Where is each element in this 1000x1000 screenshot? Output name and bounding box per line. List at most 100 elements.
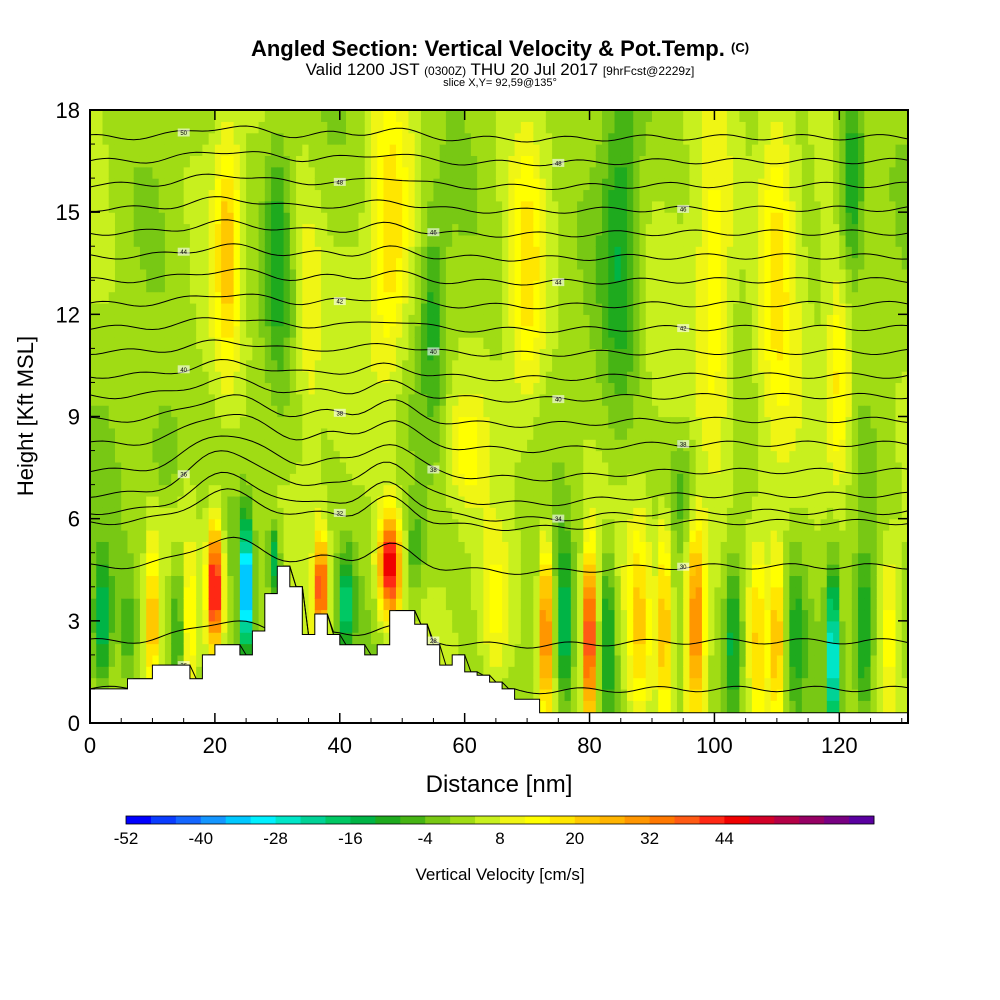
velocity-cell bbox=[171, 382, 179, 395]
velocity-cell bbox=[645, 234, 653, 247]
velocity-cell bbox=[146, 110, 154, 122]
velocity-cell bbox=[108, 359, 116, 372]
velocity-cell bbox=[139, 189, 147, 202]
velocity-cell bbox=[545, 257, 553, 270]
velocity-cell bbox=[146, 166, 154, 179]
velocity-cell bbox=[252, 178, 260, 191]
velocity-cell bbox=[321, 121, 328, 134]
velocity-cell bbox=[477, 530, 484, 542]
velocity-cell bbox=[146, 121, 154, 134]
velocity-cell bbox=[377, 575, 385, 588]
velocity-cell bbox=[602, 473, 609, 486]
velocity-cell bbox=[214, 234, 222, 247]
velocity-cell bbox=[333, 200, 341, 213]
velocity-cell bbox=[189, 609, 197, 622]
velocity-cell bbox=[508, 473, 516, 486]
velocity-cell bbox=[314, 575, 322, 588]
velocity-cell bbox=[102, 405, 110, 418]
velocity-cell bbox=[514, 155, 522, 168]
velocity-cell bbox=[427, 382, 435, 395]
velocity-cell bbox=[614, 427, 622, 440]
velocity-cell bbox=[558, 586, 566, 599]
velocity-cell bbox=[483, 575, 491, 588]
velocity-cell bbox=[408, 166, 416, 179]
velocity-cell bbox=[327, 280, 335, 293]
velocity-cell bbox=[439, 450, 447, 463]
velocity-cell bbox=[158, 541, 166, 554]
velocity-cell bbox=[202, 541, 210, 554]
velocity-cell bbox=[583, 371, 591, 384]
velocity-cell bbox=[420, 178, 428, 191]
velocity-cell bbox=[339, 484, 347, 497]
velocity-cell bbox=[614, 178, 622, 191]
velocity-cell bbox=[202, 291, 210, 304]
velocity-cell bbox=[108, 666, 116, 679]
velocity-cell bbox=[502, 427, 509, 440]
velocity-cell bbox=[395, 484, 403, 497]
velocity-cell bbox=[90, 586, 97, 599]
velocity-cell bbox=[196, 530, 203, 542]
velocity-cell bbox=[158, 632, 166, 645]
velocity-cell bbox=[452, 166, 460, 179]
velocity-cell bbox=[389, 110, 397, 122]
velocity-cell bbox=[577, 688, 584, 701]
velocity-cell bbox=[514, 121, 522, 134]
velocity-cell bbox=[577, 314, 584, 327]
velocity-cell bbox=[577, 507, 584, 520]
velocity-cell bbox=[289, 257, 297, 270]
velocity-cell bbox=[271, 416, 278, 429]
velocity-cell bbox=[158, 643, 166, 656]
velocity-cell bbox=[458, 473, 466, 486]
velocity-cell bbox=[589, 302, 597, 315]
velocity-cell bbox=[502, 643, 509, 656]
velocity-cell bbox=[614, 132, 622, 145]
velocity-cell bbox=[239, 268, 247, 281]
velocity-cell bbox=[246, 223, 253, 236]
velocity-cell bbox=[527, 144, 534, 157]
velocity-cell bbox=[477, 518, 484, 531]
velocity-cell bbox=[127, 121, 135, 134]
velocity-cell bbox=[664, 484, 672, 497]
velocity-cell bbox=[133, 325, 141, 338]
velocity-cell bbox=[171, 632, 179, 645]
velocity-cell bbox=[452, 325, 460, 338]
velocity-cell bbox=[470, 110, 478, 122]
velocity-cell bbox=[171, 461, 179, 474]
velocity-cell bbox=[658, 132, 666, 145]
velocity-cell bbox=[96, 473, 104, 486]
velocity-cell bbox=[389, 178, 397, 191]
velocity-cell bbox=[208, 564, 216, 577]
velocity-cell bbox=[470, 178, 478, 191]
velocity-cell bbox=[483, 337, 491, 349]
velocity-cell bbox=[358, 552, 366, 565]
velocity-cell bbox=[639, 314, 647, 327]
velocity-cell bbox=[302, 371, 310, 384]
velocity-cell bbox=[227, 257, 235, 270]
velocity-cell bbox=[520, 166, 528, 179]
velocity-cell bbox=[221, 495, 228, 508]
velocity-cell bbox=[283, 530, 291, 542]
velocity-cell bbox=[595, 598, 603, 611]
velocity-cell bbox=[364, 268, 372, 281]
velocity-cell bbox=[189, 461, 197, 474]
velocity-cell bbox=[370, 586, 378, 599]
velocity-cell bbox=[627, 666, 634, 679]
velocity-cell bbox=[383, 371, 391, 384]
velocity-cell bbox=[370, 643, 378, 656]
velocity-cell bbox=[583, 530, 591, 542]
velocity-cell bbox=[271, 348, 278, 361]
velocity-cell bbox=[458, 484, 466, 497]
velocity-cell bbox=[583, 643, 591, 656]
velocity-cell bbox=[321, 189, 328, 202]
velocity-cell bbox=[527, 541, 534, 554]
velocity-cell bbox=[470, 575, 478, 588]
velocity-cell bbox=[545, 302, 553, 315]
velocity-cell bbox=[514, 609, 522, 622]
velocity-cell bbox=[389, 552, 397, 565]
velocity-cell bbox=[277, 166, 285, 179]
velocity-cell bbox=[171, 393, 179, 406]
velocity-cell bbox=[171, 371, 179, 384]
velocity-cell bbox=[620, 382, 628, 395]
velocity-cell bbox=[246, 405, 253, 418]
velocity-cell bbox=[614, 461, 622, 474]
